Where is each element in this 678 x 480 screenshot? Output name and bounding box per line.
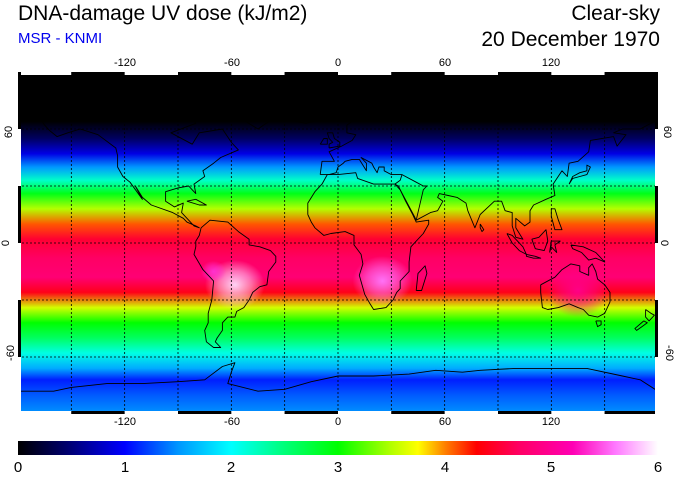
chart-subtitle: MSR - KNMI [18,30,103,47]
colorbar-label: 4 [440,459,450,476]
coastline-japan [568,164,591,185]
lon-label-top: 60 [438,57,452,69]
coastline-eurasia [319,96,658,240]
lon-label-bottom: -60 [224,416,240,428]
coastline-madagascar [415,265,428,291]
chart-title: DNA-damage UV dose (kJ/m2) [18,2,308,25]
lat-label-right: -60 [662,345,675,361]
coastline-cuba [186,198,207,206]
lon-label-bottom: 0 [334,416,342,428]
lon-label-top: -60 [224,57,240,69]
uv-hotspots [200,256,610,318]
lat-label-right: 60 [661,125,674,139]
lat-label-right: 0 [658,239,671,247]
lat-label-left: -60 [4,345,17,361]
coastline-java [525,253,542,259]
colorbar-label: 0 [13,459,23,476]
colorbar-label: 2 [226,459,236,476]
coastline-tasmania [595,320,602,328]
frame-ticks [18,72,658,414]
coastline-ireland [319,138,328,145]
graticule [18,72,658,414]
coastline-antarctica [18,362,658,392]
coastline-new-guinea [570,244,606,263]
colorbar [18,441,658,455]
coastline-africa [307,172,430,310]
sky-condition: Clear-sky [571,2,660,25]
lon-label-bottom: -120 [113,416,137,428]
colorbar-label: 1 [120,459,130,476]
coastline-borneo [531,229,549,252]
colorbar-label: 6 [653,459,663,476]
lon-label-top: 120 [541,57,561,69]
lat-label-left: 60 [3,125,16,139]
lat-label-left: 0 [0,239,13,247]
coastline-new-zealand-s [634,320,648,331]
lon-label-bottom: 60 [438,416,452,428]
uv-dose-map [18,72,658,414]
coastline-new-zealand-n [645,309,655,322]
coastline-great-britain [326,132,341,149]
hotspot-andes [200,260,227,283]
coastline-sri-lanka [479,223,485,233]
coastline-arabian-peninsula-inner [401,174,428,221]
colorbar-label: 5 [546,459,556,476]
lon-label-top: 0 [334,57,342,69]
coastline-south-america [193,219,277,348]
coastline-iceland [295,117,314,124]
hotspot-southern-africa [352,256,413,306]
lon-label-bottom: 120 [541,416,561,428]
colorbar-label: 3 [333,459,343,476]
chart-date: 20 December 1970 [481,28,660,51]
colorbar-ramp [18,441,658,455]
coastline-north-america [38,103,239,229]
lon-label-top: -120 [113,57,137,69]
hotspot-australia [546,263,610,318]
coastline-australia [540,263,611,318]
